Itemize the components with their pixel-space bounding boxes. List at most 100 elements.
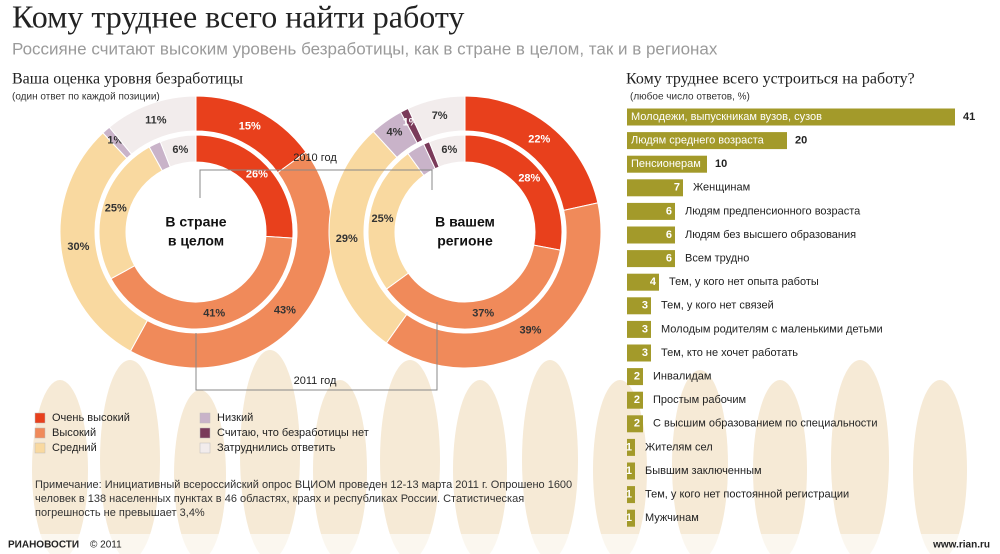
legend-label: Высокий	[52, 427, 96, 439]
bar-category: Пенсионерам	[631, 158, 701, 170]
legend-label: Средний	[52, 442, 97, 454]
title: Кому труднее всего найти работу	[12, 0, 464, 34]
bar-category: Мужчинам	[645, 512, 699, 524]
bar-value: 1	[626, 441, 632, 453]
bar-title: Кому труднее всего устроиться на работу?	[626, 71, 915, 88]
donut-segment	[428, 134, 466, 168]
bar-category: Инвалидам	[653, 371, 711, 383]
donut-segment	[407, 95, 466, 141]
center-label: регионе	[437, 233, 493, 249]
bar	[627, 108, 955, 126]
value-label: 4%	[387, 126, 403, 138]
bar	[627, 368, 643, 386]
center-label: В стране	[165, 214, 226, 230]
donut-segment	[110, 235, 294, 330]
bar-category: Всем трудно	[685, 253, 749, 265]
legend-swatch	[34, 412, 46, 424]
bar	[627, 391, 643, 409]
legend-label: Считаю, что безработицы нет	[217, 427, 369, 439]
donut-segment	[108, 95, 197, 155]
ring-label: 2010 год	[293, 152, 337, 164]
bar	[627, 344, 651, 362]
value-label: 30%	[67, 241, 89, 253]
bar	[627, 132, 787, 150]
legend-label: Затруднились ответить	[217, 442, 336, 454]
bar-value: 1	[626, 489, 632, 501]
value-label: 1%	[403, 117, 419, 129]
bar-value: 2	[634, 394, 640, 406]
value-label: 26%	[246, 169, 268, 181]
value-label: 37%	[472, 307, 494, 319]
bar-category: Людям среднего возраста	[631, 135, 765, 147]
value-label: 25%	[105, 203, 127, 215]
bar	[627, 155, 707, 173]
bar-category: Тем, у кого нет постоянной регистрации	[645, 489, 849, 501]
bar-value: 3	[642, 323, 648, 335]
bar-value: 4	[650, 276, 657, 288]
legend-swatch	[34, 427, 46, 439]
donut-segment	[385, 202, 602, 369]
donut-segment	[129, 151, 333, 369]
bar-value: 1	[626, 465, 632, 477]
bar-value: 2	[634, 371, 640, 383]
bar-value: 3	[642, 347, 648, 359]
bar	[627, 320, 651, 338]
bar-value: 1	[626, 512, 632, 524]
bar-value: 10	[715, 158, 727, 170]
bar-category: Тем, кто не хочет работать	[661, 347, 798, 359]
bar-value: 6	[666, 205, 672, 217]
value-label: 41%	[203, 307, 225, 319]
donut-center	[130, 166, 262, 298]
legend-swatch	[199, 427, 211, 439]
bar	[627, 273, 659, 291]
bar-category: Тем, у кого нет связей	[661, 300, 774, 312]
value-label: 22%	[528, 134, 550, 146]
bar-category: Жителям сел	[645, 441, 713, 453]
bar	[627, 509, 635, 527]
bar-subtitle: (любое число ответов, %)	[630, 91, 750, 103]
value-label: 25%	[372, 213, 394, 225]
bar-value: 2	[634, 418, 640, 430]
bar	[627, 179, 683, 197]
connector-lines	[195, 169, 438, 391]
note: Примечание: Инициативный всероссийский о…	[35, 479, 573, 519]
value-label: 29%	[336, 233, 358, 245]
legend-swatch	[199, 442, 211, 454]
bar-value: 20	[795, 135, 807, 147]
value-label: 6%	[172, 144, 188, 156]
legend-swatch	[34, 442, 46, 454]
bar-category: Тем, у кого нет опыта работы	[669, 276, 819, 288]
bar	[627, 202, 675, 220]
bar-category: Молодым родителям с маленькими детьми	[661, 323, 883, 335]
legend-label: Низкий	[217, 412, 253, 424]
bar	[627, 462, 635, 480]
center-label: В вашем	[435, 214, 495, 230]
donut-segment	[159, 134, 197, 168]
legend-swatch	[199, 412, 211, 424]
bar-category: Людям предпенсионного возраста	[685, 205, 861, 217]
bar-category: Бывшим заключенным	[645, 465, 762, 477]
center-label: в целом	[168, 233, 224, 249]
bar-category: С высшим образованием по специальности	[653, 418, 878, 430]
value-label: 39%	[519, 325, 541, 337]
ring-label: 2011 год	[294, 375, 337, 387]
bar	[627, 438, 635, 456]
donut-center	[399, 166, 531, 298]
bar-category: Молодежи, выпускникам вузов, сузов	[631, 111, 822, 123]
footer-logo: РИАНОВОСТИ	[8, 540, 79, 551]
bar	[627, 250, 675, 268]
bar-value: 7	[674, 182, 680, 194]
section-subtitle: (один ответ по каждой позиции)	[12, 92, 160, 103]
bar-value: 6	[666, 229, 672, 241]
bar	[627, 486, 635, 504]
bar-value: 6	[666, 253, 672, 265]
bar	[627, 297, 651, 315]
footer-url: www.rian.ru	[932, 540, 990, 551]
footer-band	[0, 534, 1000, 554]
value-label: 15%	[239, 120, 261, 132]
bar-category: Простым рабочим	[653, 394, 746, 406]
bar-category: Женщинам	[693, 182, 750, 194]
bar	[627, 226, 675, 244]
